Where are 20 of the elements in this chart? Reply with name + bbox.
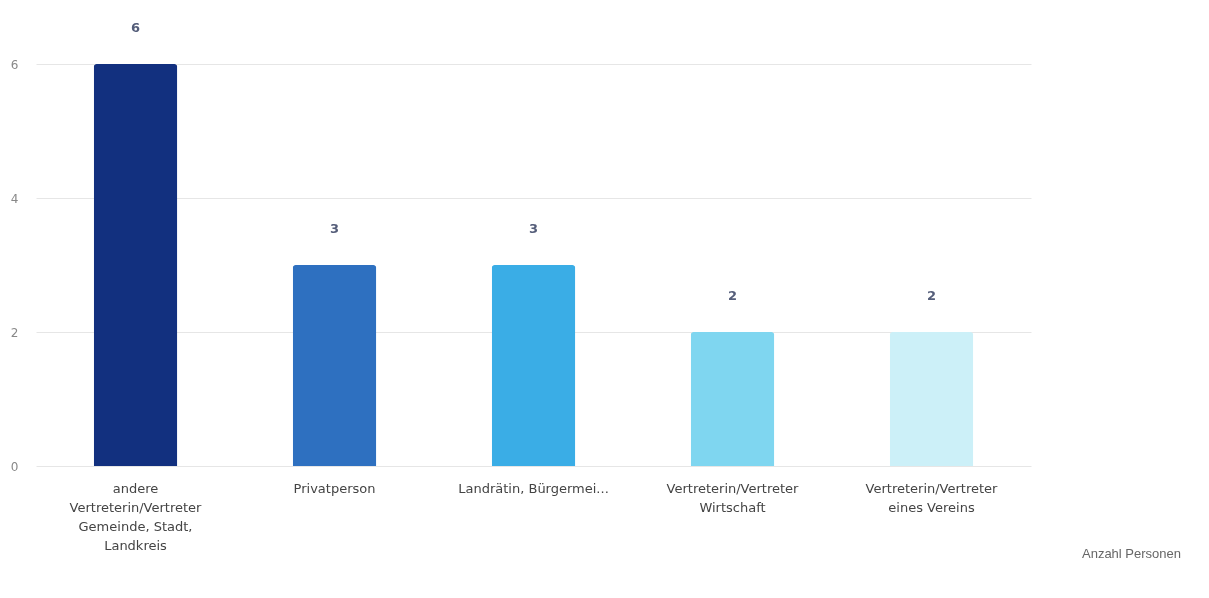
x-tick-label: andere Vertreterin/Vertreter Gemeinde, Stadt, Landkreis (69, 480, 203, 553)
bar (889, 332, 974, 466)
y-tick-label: 0 (10, 459, 19, 474)
y-tick-label: 2 (10, 325, 19, 340)
text: Anzahl Personen (1081, 546, 1181, 561)
data-label: 3 (329, 221, 340, 236)
y-tick-label: 4 (10, 191, 19, 206)
data-label: 2 (926, 288, 937, 303)
x-tick-label: Privatperson (293, 480, 376, 496)
bar (292, 265, 377, 466)
bar (93, 64, 178, 466)
bar (491, 265, 576, 466)
x-tick-label: Vertreterin/Vertreter Wirtschaft (666, 480, 800, 515)
y-tick-label: 6 (10, 57, 19, 72)
data-label: 6 (130, 20, 141, 35)
data-label: 2 (727, 288, 738, 303)
bar (690, 332, 775, 466)
x-tick-label: Vertreterin/Vertreter eines Vereins (865, 480, 999, 515)
data-label: 3 (528, 221, 539, 236)
x-tick-label: Landrätin, Bürgermei... (458, 480, 609, 496)
